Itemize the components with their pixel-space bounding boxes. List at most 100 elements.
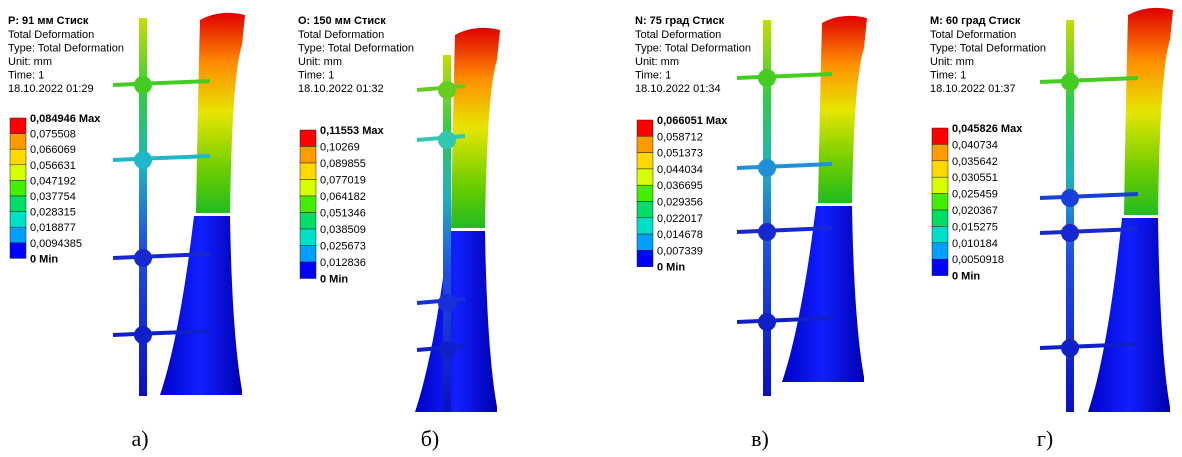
legend-swatch — [931, 242, 949, 260]
info-line: Unit: mm — [635, 56, 679, 68]
legend-label: 0,028315 — [30, 207, 76, 219]
legend-swatch — [9, 164, 27, 181]
legend-swatch — [931, 193, 949, 211]
pin — [736, 162, 833, 170]
pin — [1039, 227, 1139, 235]
legend-swatch — [299, 212, 317, 230]
info-line: Total Deformation — [930, 29, 1016, 41]
panel-title: M: 60 град Стиск — [930, 15, 1021, 27]
info-line: Type: Total Deformation — [930, 43, 1046, 55]
legend-label: 0,0050918 — [952, 254, 1004, 266]
legend-label: 0,014678 — [657, 229, 703, 241]
caption: б) — [421, 426, 440, 451]
clamp — [1061, 189, 1079, 207]
panel-title: N: 75 град Стиск — [635, 15, 725, 27]
bone-lower — [160, 216, 242, 395]
legend-swatch — [931, 258, 949, 276]
info-line: 18.10.2022 01:34 — [635, 83, 721, 95]
caption: в) — [751, 426, 769, 451]
info-line: Unit: mm — [8, 56, 52, 68]
info-line: Total Deformation — [8, 29, 94, 41]
clamp — [438, 341, 456, 359]
legend-swatch — [9, 180, 27, 197]
clamp — [758, 313, 776, 331]
legend-label: 0,075508 — [30, 129, 76, 141]
info-line: 18.10.2022 01:32 — [298, 83, 384, 95]
legend-label: 0,036695 — [657, 180, 703, 192]
legend-swatch — [299, 162, 317, 180]
info-line: Total Deformation — [298, 29, 384, 41]
legend-swatch — [9, 226, 27, 244]
legend-label: 0 Min — [320, 274, 348, 286]
legend-swatch — [636, 201, 654, 219]
legend-label: 0,10269 — [320, 142, 360, 154]
info-line: Time: 1 — [8, 70, 44, 82]
legend-swatch — [931, 209, 949, 227]
panel: O: 150 мм Стиск Total Deformation Type: To… — [298, 15, 500, 451]
caption: г) — [1037, 426, 1053, 451]
fixator-rod — [443, 55, 451, 412]
legend-label: 0,040734 — [952, 139, 998, 151]
legend-label: 0,044034 — [657, 164, 703, 176]
legend-swatch — [299, 261, 317, 279]
legend-label: 0,064182 — [320, 191, 366, 203]
legend-label: 0,012836 — [320, 257, 366, 269]
pin — [736, 72, 833, 80]
legend-label: 0,015275 — [952, 221, 998, 233]
legend-swatch — [931, 176, 949, 194]
panel-title: P: 91 мм Стиск — [8, 15, 89, 27]
clamp — [438, 81, 456, 99]
legend-swatch — [931, 160, 949, 178]
legend-swatch — [9, 117, 27, 134]
legend-swatch — [931, 226, 949, 244]
info-line: Type: Total Deformation — [635, 43, 751, 55]
clamp — [758, 159, 776, 177]
info-line: 18.10.2022 01:29 — [8, 83, 94, 95]
info-line: Type: Total Deformation — [8, 43, 124, 55]
info-line: Unit: mm — [930, 56, 974, 68]
legend-label: 0,037754 — [30, 191, 76, 203]
legend-label: 0,038509 — [320, 224, 366, 236]
legend-swatch — [9, 148, 27, 166]
pin — [112, 154, 211, 162]
clamp — [134, 326, 152, 344]
info-line: Time: 1 — [635, 70, 671, 82]
legend-swatch — [931, 127, 949, 145]
panels: P: 91 мм Стиск Total Deformation Type: Tot… — [8, 7, 1173, 451]
panel-title: O: 150 мм Стиск — [298, 15, 386, 27]
legend-label: 0,066051 Max — [657, 115, 728, 127]
legend-swatch — [636, 168, 654, 186]
legend-label: 0,051346 — [320, 208, 366, 220]
legend-label: 0,089855 — [320, 158, 366, 170]
legend-label: 0,035642 — [952, 156, 998, 168]
legend-label: 0,010184 — [952, 238, 998, 250]
info-line: Time: 1 — [930, 70, 966, 82]
legend-label: 0 Min — [952, 271, 980, 283]
legend-label: 0,084946 Max — [30, 113, 101, 125]
legend-label: 0,030551 — [952, 172, 998, 184]
legend-swatch — [299, 228, 317, 246]
legend-swatch — [299, 195, 317, 213]
bone-upper — [451, 27, 500, 228]
bone-lower — [1088, 218, 1170, 412]
caption: а) — [131, 426, 148, 451]
pin — [1039, 342, 1139, 350]
legend-label: 0,018877 — [30, 222, 76, 234]
panel: N: 75 град Стиск Total Deformation Type: T… — [635, 15, 867, 451]
info-line: Unit: mm — [298, 56, 342, 68]
fixator-rod — [139, 18, 147, 396]
legend-label: 0,045826 Max — [952, 123, 1023, 135]
legend-swatch — [9, 211, 27, 228]
clamp — [134, 249, 152, 267]
legend-swatch — [636, 184, 654, 202]
fixator-rod — [763, 20, 771, 396]
fixator-rod — [1066, 20, 1074, 412]
legend-label: 0,022017 — [657, 213, 703, 225]
legend-label: 0,066069 — [30, 144, 76, 156]
legend-swatch — [636, 152, 654, 170]
info-line: Time: 1 — [298, 70, 334, 82]
legend-label: 0 Min — [657, 262, 685, 274]
pin — [736, 316, 833, 324]
legend-swatch — [299, 129, 317, 147]
